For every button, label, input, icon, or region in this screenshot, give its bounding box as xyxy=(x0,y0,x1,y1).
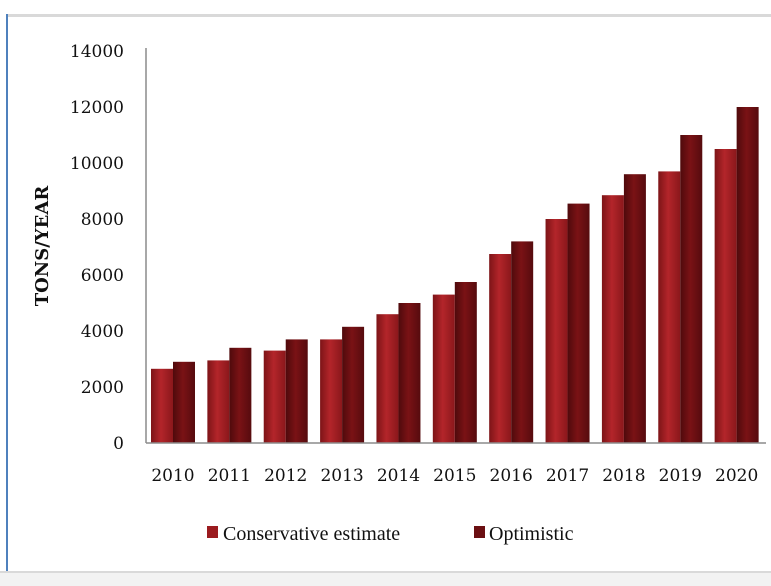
x-tick-label: 2019 xyxy=(659,466,702,486)
frame-bottom-border xyxy=(0,571,771,586)
bar-conservative-estimate-2014 xyxy=(376,314,399,443)
bars-group xyxy=(151,107,759,443)
x-tick-label: 2011 xyxy=(208,466,251,486)
x-tick-label: 2012 xyxy=(264,466,307,486)
x-tick-label: 2013 xyxy=(320,466,363,486)
x-tick-label: 2010 xyxy=(151,466,194,486)
bar-optimistic-2010 xyxy=(173,361,195,443)
bar-conservative-estimate-2019 xyxy=(658,171,681,443)
x-tick-label: 2016 xyxy=(490,466,533,486)
bar-conservative-estimate-2018 xyxy=(601,195,624,443)
x-tick-label: 2018 xyxy=(602,466,645,486)
x-tick-label: 2015 xyxy=(433,466,476,486)
legend-swatch-conservative-estimate xyxy=(207,526,218,538)
y-tick-label: 2000 xyxy=(81,378,124,398)
axes-group xyxy=(145,48,766,444)
bar-optimistic-2016 xyxy=(511,241,534,443)
bar-optimistic-2020 xyxy=(736,107,759,443)
legend-label: Optimistic xyxy=(489,523,574,545)
x-tick-label: 2017 xyxy=(546,466,589,486)
y-tick-label: 0 xyxy=(113,434,124,454)
legend-swatch-optimistic xyxy=(474,526,485,538)
bar-optimistic-2017 xyxy=(567,203,590,443)
bar-conservative-estimate-2012 xyxy=(263,350,286,443)
y-tick-label: 6000 xyxy=(81,266,124,286)
bar-optimistic-2011 xyxy=(229,347,252,443)
bar-optimistic-2015 xyxy=(454,282,477,443)
y-tick-label: 10000 xyxy=(70,154,124,174)
y-axis-ticks: 0 2000 4000 6000 8000 10000 12000 14000 xyxy=(70,42,124,454)
bar-conservative-estimate-2016 xyxy=(489,254,512,443)
x-axis-ticks: 2010 2011 2012 2013 2014 2015 2016 2017 2018 2019… xyxy=(151,466,758,486)
bar-optimistic-2013 xyxy=(342,326,365,443)
bar-conservative-estimate-2011 xyxy=(207,360,230,443)
y-tick-label: 8000 xyxy=(81,210,124,230)
y-axis-title-group: TONS/YEAR xyxy=(32,185,53,307)
x-tick-label: 2020 xyxy=(715,466,758,486)
frame-top-border xyxy=(0,0,771,17)
y-tick-label: 14000 xyxy=(70,42,124,62)
bar-optimistic-2019 xyxy=(680,135,703,443)
x-tick-label: 2014 xyxy=(377,466,420,486)
bar-conservative-estimate-2020 xyxy=(714,149,737,443)
bar-conservative-estimate-2010 xyxy=(151,368,173,443)
y-axis-title: TONS/YEAR xyxy=(32,185,53,307)
y-tick-label: 12000 xyxy=(70,98,124,118)
bar-optimistic-2018 xyxy=(623,174,646,443)
bar-optimistic-2012 xyxy=(285,339,308,443)
legend-label: Conservative estimate xyxy=(223,523,400,545)
bar-conservative-estimate-2013 xyxy=(320,339,343,443)
bar-optimistic-2014 xyxy=(398,303,421,443)
legend: Conservative estimate Optimistic xyxy=(207,523,574,545)
y-tick-label: 4000 xyxy=(81,322,124,342)
frame-left-border xyxy=(0,14,8,584)
bar-conservative-estimate-2015 xyxy=(432,294,455,443)
bar-conservative-estimate-2017 xyxy=(545,219,568,443)
